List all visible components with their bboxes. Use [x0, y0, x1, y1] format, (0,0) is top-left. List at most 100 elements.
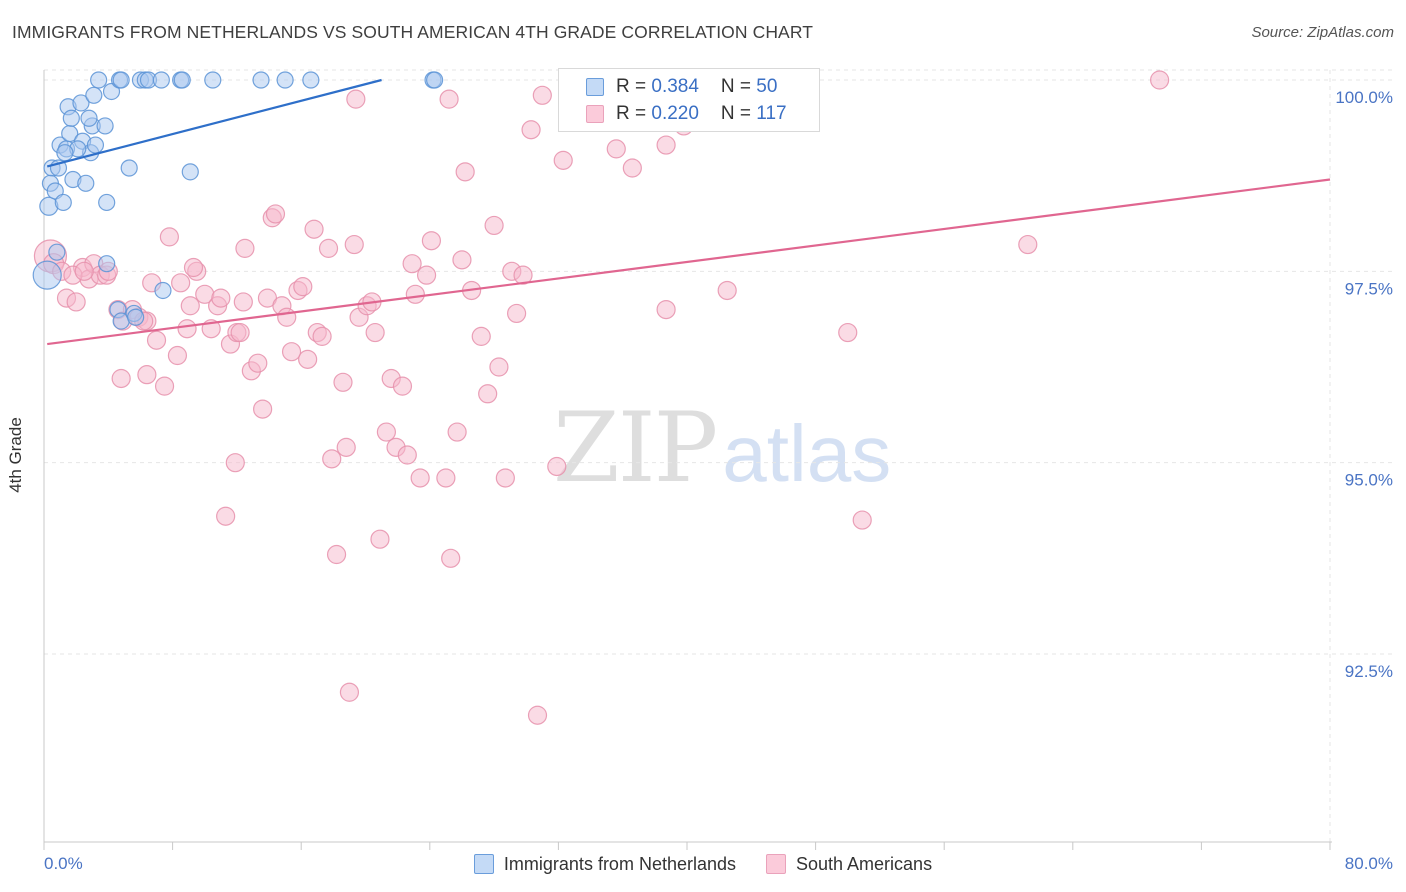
south-americans-point [253, 399, 273, 419]
south-americans-point [74, 261, 94, 281]
south-americans-point [376, 422, 396, 442]
watermark-atlas: atlas [722, 409, 892, 498]
south-americans-point [452, 250, 472, 270]
south-americans-point [495, 468, 515, 488]
south-americans-point [216, 506, 236, 526]
south-americans-point [230, 322, 250, 343]
tick-labels: 100.0% 97.5% 95.0% 92.5% 0.0% 80.0% [44, 88, 1393, 873]
south-americans-point [606, 139, 626, 159]
south-americans-point [405, 284, 425, 304]
south-americans-point [622, 158, 642, 178]
netherlands-point [173, 71, 191, 89]
south-americans-point [344, 234, 364, 255]
south-americans-point [421, 231, 442, 251]
south-americans-point [146, 330, 167, 350]
south-americans-point [248, 353, 268, 373]
netherlands-point [32, 260, 62, 290]
netherlands-point [154, 281, 172, 300]
watermark-zip: ZIP [553, 392, 718, 504]
legend-item-netherlands[interactable]: Immigrants from Netherlands [473, 853, 736, 875]
netherlands-point [127, 308, 145, 326]
south-americans-point [547, 456, 567, 477]
netherlands-point [181, 163, 199, 181]
netherlands-point [426, 71, 444, 89]
netherlands-points [32, 71, 444, 330]
netherlands-point [276, 71, 294, 89]
south-americans-point [137, 365, 157, 385]
south-americans-point [471, 326, 491, 346]
south-americans-point [293, 277, 313, 297]
south-americans-point [333, 372, 353, 392]
netherlands-point [252, 71, 270, 89]
south-americans-point [441, 548, 461, 568]
stats-row-south-americans: R = 0.220 N = 117 [559, 100, 787, 127]
n-value: 117 [756, 102, 787, 124]
south-americans-point [298, 349, 318, 369]
south-americans-point [167, 345, 188, 366]
r-label: R = [616, 75, 652, 97]
netherlands-legend-swatch [473, 854, 494, 874]
south-americans-point [410, 468, 430, 488]
south-americans-point [439, 89, 459, 109]
legend-item-south-americans[interactable]: South Americans [766, 854, 932, 875]
chart-title: IMMIGRANTS FROM NETHERLANDS VS SOUTH AME… [12, 22, 814, 42]
netherlands-point [120, 159, 138, 177]
south-americans-point [553, 150, 573, 170]
south-americans-point [159, 227, 179, 247]
grid-lines [44, 69, 1392, 842]
south-americans-point [312, 326, 332, 346]
netherlands-point [112, 71, 130, 89]
stats-row-netherlands: R = 0.384 N = 50 [559, 73, 777, 100]
n-label: N = [720, 75, 757, 97]
netherlands-point [48, 243, 66, 261]
south-americans-point [225, 453, 245, 473]
y-tick-label: 100.0% [1335, 88, 1393, 107]
south-americans-point [447, 422, 467, 442]
south-americans-points [33, 70, 1170, 725]
south-americans-point [370, 529, 390, 549]
netherlands-point [62, 109, 80, 127]
watermark: ZIPatlas [553, 400, 891, 497]
south-americans-point [402, 254, 422, 274]
south-americans-point [346, 89, 366, 109]
south-americans-point [183, 257, 204, 278]
y-tick-label: 95.0% [1345, 471, 1393, 490]
r-value: 0.384 [651, 75, 699, 97]
n-value: 50 [756, 75, 778, 97]
south-americans-point [326, 544, 347, 565]
netherlands-point [80, 109, 98, 127]
y-tick-label: 92.5% [1345, 662, 1393, 681]
x-tick-label: 0.0% [44, 854, 83, 873]
x-tick-label: 80.0% [1345, 854, 1393, 873]
south-americans-point [478, 384, 498, 404]
south-americans-point [111, 368, 131, 389]
south-americans-point [66, 292, 86, 312]
netherlands-point [98, 255, 116, 273]
south-americans-swatch [586, 104, 604, 123]
south-americans-trend-line [47, 178, 1331, 346]
netherlands-trend-line [46, 78, 382, 168]
south-americans-point [838, 322, 858, 343]
netherlands-point [86, 136, 105, 154]
south-americans-point [365, 322, 385, 343]
south-americans-point [416, 265, 437, 285]
south-americans-point [436, 468, 456, 488]
south-americans-point [484, 215, 504, 236]
netherlands-point [302, 71, 320, 89]
south-americans-point [1018, 234, 1038, 255]
south-americans-point [281, 342, 302, 362]
series-legend: Immigrants from Netherlands South Americ… [0, 852, 1406, 876]
trend-lines [46, 78, 1331, 346]
legend-label-netherlands: Immigrants from Netherlands [503, 853, 736, 874]
south-americans-point [339, 682, 360, 702]
south-americans-point [336, 437, 356, 457]
south-americans-point [527, 705, 548, 725]
netherlands-point [56, 144, 74, 162]
south-americans-point [233, 292, 253, 312]
n-label: N = [720, 102, 757, 124]
south-americans-point [211, 288, 231, 308]
r-label: R = [616, 102, 652, 124]
south-americans-point [265, 204, 286, 224]
south-americans-point [322, 449, 342, 469]
south-americans-point [532, 85, 552, 105]
